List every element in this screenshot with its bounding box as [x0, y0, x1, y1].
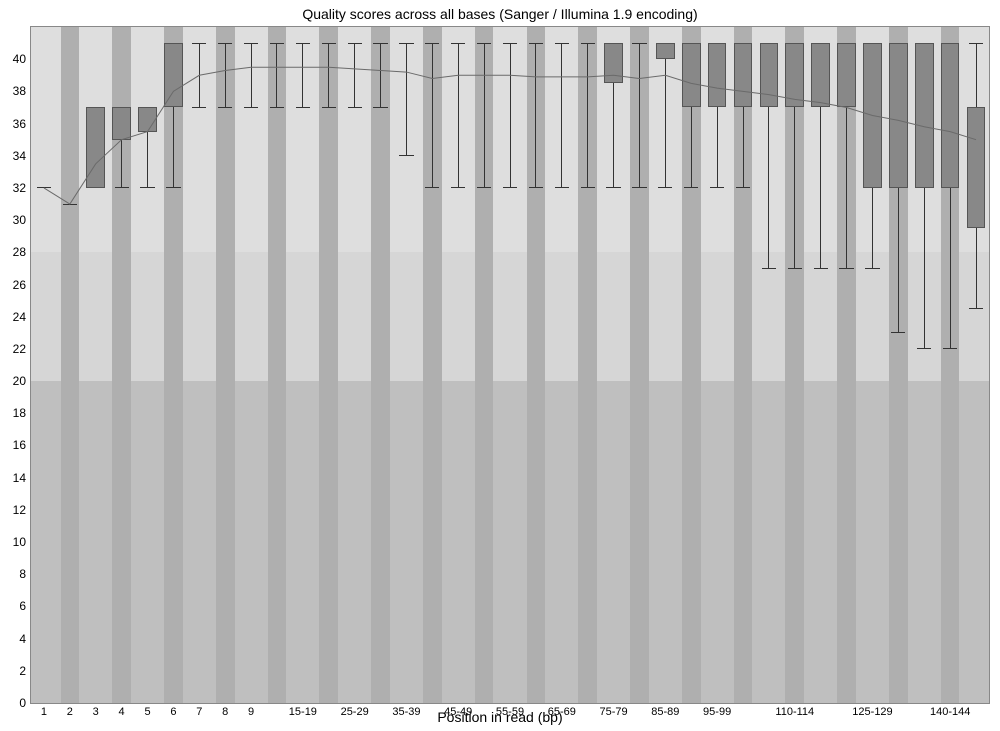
y-tick-label: 20: [4, 374, 26, 388]
x-tick-label: 125-129: [852, 706, 892, 718]
y-tick-label: 4: [4, 632, 26, 646]
x-tick-label: 95-99: [703, 706, 731, 718]
x-tick-label: 8: [222, 706, 228, 718]
x-tick-label: 140-144: [930, 706, 970, 718]
y-tick-label: 28: [4, 245, 26, 259]
y-tick-label: 26: [4, 278, 26, 292]
x-tick-label: 25-29: [341, 706, 369, 718]
x-tick-label: 35-39: [392, 706, 420, 718]
y-tick-label: 38: [4, 84, 26, 98]
y-tick-label: 10: [4, 535, 26, 549]
y-tick-label: 6: [4, 599, 26, 613]
y-tick-label: 30: [4, 213, 26, 227]
y-tick-label: 16: [4, 438, 26, 452]
x-tick-label: 6: [170, 706, 176, 718]
x-tick-label: 85-89: [651, 706, 679, 718]
x-tick-label: 55-59: [496, 706, 524, 718]
y-tick-label: 0: [4, 696, 26, 710]
x-tick-label: 45-49: [444, 706, 472, 718]
x-tick-label: 65-69: [548, 706, 576, 718]
x-tick-label: 5: [144, 706, 150, 718]
y-tick-label: 40: [4, 52, 26, 66]
y-tick-label: 8: [4, 567, 26, 581]
y-tick-label: 34: [4, 149, 26, 163]
y-tick-label: 22: [4, 342, 26, 356]
mean-quality-line: [31, 27, 989, 703]
x-tick-label: 7: [196, 706, 202, 718]
y-tick-label: 12: [4, 503, 26, 517]
x-tick-label: 4: [119, 706, 125, 718]
y-tick-label: 14: [4, 471, 26, 485]
x-tick-label: 3: [93, 706, 99, 718]
y-tick-label: 18: [4, 406, 26, 420]
x-tick-label: 15-19: [289, 706, 317, 718]
y-tick-label: 32: [4, 181, 26, 195]
x-tick-label: 9: [248, 706, 254, 718]
y-tick-label: 2: [4, 664, 26, 678]
x-tick-label: 2: [67, 706, 73, 718]
y-tick-label: 36: [4, 117, 26, 131]
x-tick-label: 75-79: [599, 706, 627, 718]
x-tick-label: 110-114: [775, 706, 814, 718]
chart-title: Quality scores across all bases (Sanger …: [0, 6, 1000, 22]
x-tick-label: 1: [41, 706, 47, 718]
y-tick-label: 24: [4, 310, 26, 324]
plot-area: [30, 26, 990, 704]
